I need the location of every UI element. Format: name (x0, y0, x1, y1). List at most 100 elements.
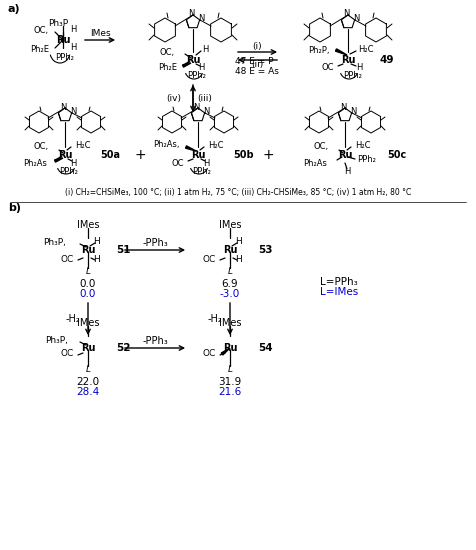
Text: 6.9: 6.9 (222, 279, 238, 289)
Text: Ph₃P,: Ph₃P, (45, 336, 68, 344)
Text: OC,: OC, (160, 47, 175, 57)
Text: H: H (356, 63, 362, 73)
Text: N: N (343, 9, 349, 19)
Text: 22.0: 22.0 (77, 377, 99, 387)
Text: (i) CH₂=CHSiMe₃, 100 °C; (ii) 1 atm H₂, 75 °C; (iii) CH₂-CHSiMe₃, 85 °C; (iv) 1 : (i) CH₂=CHSiMe₃, 100 °C; (ii) 1 atm H₂, … (65, 188, 411, 196)
Text: L: L (228, 366, 232, 375)
Text: N: N (198, 14, 205, 23)
Text: 50c: 50c (387, 150, 406, 160)
Text: 50a: 50a (100, 150, 120, 160)
Text: (iv): (iv) (166, 94, 181, 102)
Text: Ph₂E: Ph₂E (158, 63, 177, 73)
Text: b): b) (8, 203, 21, 213)
Text: PPh₂: PPh₂ (193, 167, 211, 175)
Text: Ph₃P,: Ph₃P, (43, 238, 66, 246)
Text: Ru: Ru (338, 150, 352, 160)
Text: H: H (198, 63, 204, 73)
Text: 31.9: 31.9 (218, 377, 242, 387)
Text: Ru: Ru (223, 245, 237, 255)
Text: H: H (70, 43, 76, 52)
Text: Ph₂As: Ph₂As (303, 158, 327, 168)
Polygon shape (221, 348, 230, 355)
Text: H: H (70, 25, 76, 35)
Text: (iii): (iii) (197, 94, 212, 102)
Polygon shape (336, 49, 347, 55)
Text: PPh₂: PPh₂ (357, 155, 376, 163)
Text: 49: 49 (380, 55, 395, 65)
Text: H₂C: H₂C (355, 140, 370, 150)
Text: OC: OC (61, 256, 74, 265)
Text: H₂C: H₂C (358, 46, 374, 54)
Polygon shape (186, 146, 196, 151)
Text: OC: OC (203, 256, 216, 265)
Text: H: H (202, 46, 208, 54)
Text: IMes: IMes (89, 30, 110, 38)
Text: H: H (235, 238, 241, 246)
Text: N: N (203, 107, 210, 117)
Text: OC,: OC, (34, 142, 49, 151)
Text: (i): (i) (252, 41, 262, 51)
Text: Ru: Ru (186, 55, 200, 65)
Text: -H₂: -H₂ (208, 314, 222, 324)
Text: PPh₂: PPh₂ (60, 167, 79, 175)
Text: Ru: Ru (81, 343, 95, 353)
Text: N: N (350, 107, 357, 117)
Text: L=PPh₃: L=PPh₃ (320, 277, 358, 287)
Text: H₂C: H₂C (75, 140, 90, 150)
Text: N: N (60, 102, 66, 112)
Text: IMes: IMes (77, 220, 99, 230)
Text: H: H (344, 167, 350, 175)
Text: L: L (86, 267, 90, 277)
Text: L=IMes: L=IMes (320, 287, 358, 297)
Text: -PPh₃: -PPh₃ (142, 238, 168, 248)
Text: +: + (262, 148, 274, 162)
Polygon shape (183, 63, 191, 67)
Text: OC: OC (203, 349, 216, 358)
Text: Ph₃P: Ph₃P (48, 19, 68, 29)
Text: 48 E = As: 48 E = As (235, 67, 279, 75)
Text: 21.6: 21.6 (218, 387, 242, 397)
Text: PPh₂: PPh₂ (56, 53, 74, 63)
Text: Ru: Ru (191, 150, 205, 160)
Text: IMes: IMes (219, 318, 241, 328)
Text: 51: 51 (116, 245, 130, 255)
Text: OC,: OC, (314, 142, 329, 151)
Text: 54: 54 (258, 343, 273, 353)
Text: Ph₂As: Ph₂As (23, 158, 47, 168)
Text: H: H (70, 158, 76, 168)
Text: N: N (354, 14, 360, 23)
Text: Ph₂P,: Ph₂P, (308, 46, 330, 54)
Text: N: N (188, 9, 194, 19)
Polygon shape (55, 158, 63, 162)
Text: OC: OC (61, 349, 74, 358)
Text: 50b: 50b (233, 150, 254, 160)
Text: Ru: Ru (223, 343, 237, 353)
Text: H: H (235, 256, 241, 265)
Text: H: H (93, 256, 99, 265)
Text: N: N (340, 102, 346, 112)
Text: Ru: Ru (58, 150, 72, 160)
Text: +: + (134, 148, 146, 162)
Text: Ru: Ru (341, 55, 355, 65)
Text: H: H (93, 238, 99, 246)
Text: PPh₂: PPh₂ (344, 72, 362, 80)
Text: L: L (228, 267, 232, 277)
Text: -PPh₃: -PPh₃ (142, 336, 168, 346)
Text: OC: OC (321, 63, 334, 73)
Text: -H₂: -H₂ (66, 314, 80, 324)
Text: (ii): (ii) (251, 60, 263, 69)
Text: H: H (203, 158, 209, 168)
Text: OC: OC (171, 158, 184, 168)
Text: N: N (70, 107, 77, 117)
Text: H₂C: H₂C (208, 140, 224, 150)
Text: IMes: IMes (77, 318, 99, 328)
Text: a): a) (8, 4, 20, 14)
Text: 47 E = P: 47 E = P (235, 58, 274, 67)
Text: IMes: IMes (219, 220, 241, 230)
Text: Ph₂E: Ph₂E (30, 46, 49, 54)
Text: Ph₂As,: Ph₂As, (153, 140, 180, 150)
Text: -3.0: -3.0 (220, 289, 240, 299)
Text: 0.0: 0.0 (80, 289, 96, 299)
Text: OC,: OC, (34, 25, 49, 35)
Text: 53: 53 (258, 245, 272, 255)
